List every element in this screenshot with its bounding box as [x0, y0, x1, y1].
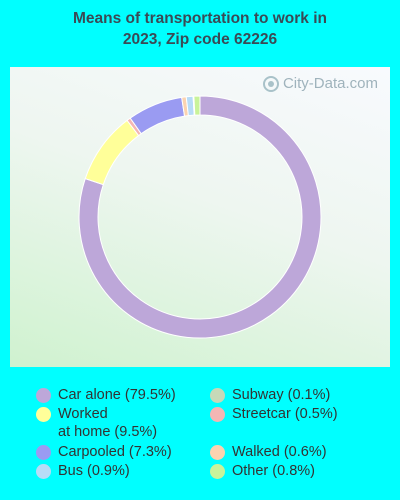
legend-swatch — [210, 464, 225, 479]
legend-item: Bus (0.9%) — [36, 462, 130, 480]
city-data-logo-icon — [262, 75, 279, 92]
watermark-text: City-Data.com — [282, 75, 378, 92]
chart-title-line-1: Means of transportation to work in — [72, 10, 328, 27]
legend-swatch — [210, 445, 225, 460]
watermark: City-Data.com — [262, 75, 378, 92]
legend-label: Other (0.8%) — [232, 463, 315, 479]
donut-slice-other[interactable] — [193, 95, 201, 116]
chart-title-line-2: 2023, Zip code 62226 — [122, 31, 278, 48]
legend-label: Worked at home (9.5%) — [58, 406, 158, 440]
donut-chart — [78, 95, 322, 339]
donut-slice-car-alone[interactable] — [78, 95, 322, 339]
legend-label: Walked (0.6%) — [232, 444, 327, 460]
legend-item: Worked at home (9.5%) — [36, 405, 157, 441]
donut-slice-worked-at-home[interactable] — [84, 119, 140, 186]
legend-item: Walked (0.6%) — [210, 443, 327, 461]
legend-label: Car alone (79.5%) — [58, 387, 176, 403]
legend-item: Other (0.8%) — [210, 462, 315, 480]
legend-label: Carpooled (7.3%) — [58, 444, 172, 460]
legend-swatch — [36, 407, 51, 422]
legend-swatch — [36, 464, 51, 479]
legend-label: Subway (0.1%) — [232, 387, 331, 403]
chart-title: Means of transportation to work in 2023,… — [0, 8, 400, 50]
donut-slice-carpooled[interactable] — [129, 96, 186, 135]
legend-swatch — [210, 407, 225, 422]
legend-swatch — [36, 445, 51, 460]
legend-swatch — [36, 388, 51, 403]
legend-label: Bus (0.9%) — [58, 463, 130, 479]
legend-item: Subway (0.1%) — [210, 386, 330, 404]
legend: Car alone (79.5%) Worked at home (9.5%) Ca… — [0, 383, 400, 493]
plot-area: City-Data.com — [10, 67, 390, 367]
legend-item: Streetcar (0.5%) — [210, 405, 338, 423]
legend-item: Car alone (79.5%) — [36, 386, 176, 404]
legend-item: Carpooled (7.3%) — [36, 443, 172, 461]
legend-swatch — [210, 388, 225, 403]
legend-label: Streetcar (0.5%) — [232, 406, 338, 422]
